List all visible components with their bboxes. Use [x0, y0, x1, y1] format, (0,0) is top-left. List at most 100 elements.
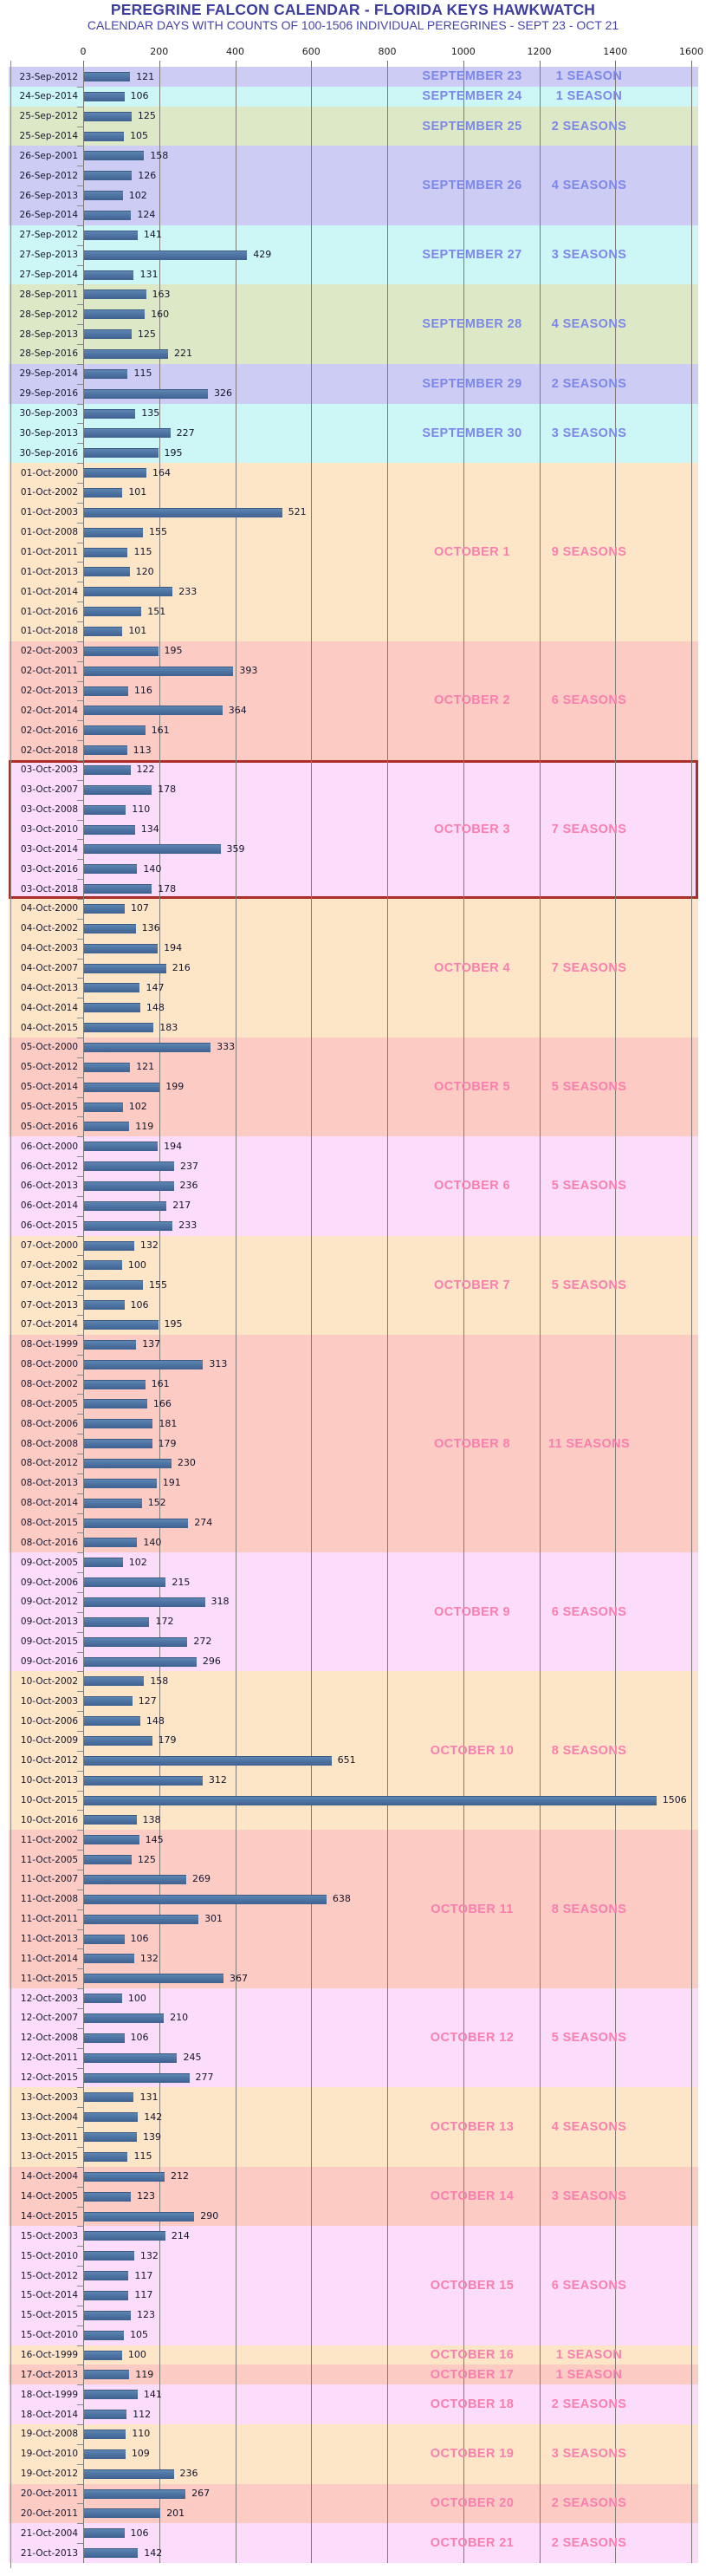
bar-value: 100: [127, 1992, 146, 2004]
gridline: [387, 67, 388, 2563]
axis-tick-label: 0: [80, 46, 87, 57]
row-boundary-tick: [77, 1770, 83, 1772]
row-label: 02-Oct-2014: [20, 705, 78, 716]
bar-value: 115: [133, 368, 152, 380]
bar: [84, 706, 223, 716]
bar: [84, 626, 123, 636]
axis-tick-label: 1200: [527, 46, 552, 57]
bar: [84, 309, 146, 320]
bar: [84, 2310, 131, 2320]
bar-value: 393: [239, 665, 258, 677]
bar: [84, 1042, 211, 1052]
bar: [84, 1300, 125, 1311]
row-label: 12-Oct-2008: [20, 2033, 78, 2044]
bar-value: 212: [171, 2170, 189, 2182]
row-boundary-tick: [77, 2384, 83, 2386]
bar-value: 227: [176, 426, 195, 439]
bar-value: 236: [179, 2468, 198, 2480]
row-label: 30-Sep-2013: [19, 427, 78, 439]
group-date-label: OCTOBER 21: [430, 2536, 515, 2551]
row-boundary-tick: [77, 1691, 83, 1693]
row-label: 01-Oct-2003: [20, 507, 78, 518]
bar-value: 269: [192, 1873, 211, 1885]
row-boundary-tick: [77, 1156, 83, 1158]
bar-value: 155: [149, 526, 167, 538]
bar-value: 151: [147, 605, 166, 617]
bar-value: 142: [144, 2547, 163, 2559]
row-boundary-tick: [77, 720, 83, 722]
row-label: 04-Oct-2002: [20, 923, 78, 934]
row-label: 11-Oct-2002: [20, 1834, 78, 1845]
bar-value: 110: [132, 2428, 151, 2440]
bar-value: 214: [171, 2229, 190, 2241]
axis-tick: [159, 61, 160, 67]
bar: [84, 2508, 161, 2519]
bar: [84, 2390, 138, 2400]
bar: [84, 2370, 130, 2380]
bar: [84, 864, 138, 875]
bar: [84, 2132, 137, 2143]
bar-value: 301: [204, 1913, 223, 1925]
group-date-label: OCTOBER 4: [434, 960, 510, 975]
group-band: [9, 2345, 698, 2365]
row-boundary-tick: [77, 1255, 83, 1257]
group-seasons-label: 7 SEASONS: [551, 960, 627, 975]
row-label: 28-Sep-2011: [19, 289, 78, 300]
row-boundary-tick: [77, 1790, 83, 1792]
row-boundary-tick: [77, 2345, 83, 2346]
group-date-label: SEPTEMBER 26: [422, 179, 522, 193]
row-label: 12-Oct-2011: [20, 2052, 78, 2064]
bar: [84, 2033, 125, 2043]
row-boundary-tick: [77, 1711, 83, 1713]
row-boundary-tick: [77, 2127, 83, 2129]
row-label: 08-Oct-2000: [20, 1359, 78, 1370]
row-boundary-tick: [77, 1314, 83, 1316]
bar-value: 116: [133, 685, 152, 697]
gridline: [83, 67, 84, 2563]
row-boundary-tick: [77, 403, 83, 405]
bar-value: 142: [144, 2111, 163, 2123]
bar: [84, 646, 159, 656]
row-label: 11-Oct-2007: [20, 1874, 78, 1885]
bar: [84, 725, 146, 736]
row-boundary-tick: [77, 1077, 83, 1078]
row-label: 13-Oct-2015: [20, 2151, 78, 2163]
row-boundary-tick: [77, 2285, 83, 2287]
bar: [84, 1636, 188, 1647]
group-seasons-label: 9 SEASONS: [551, 544, 627, 559]
bar: [84, 1538, 138, 1548]
bar: [84, 943, 159, 953]
bar: [84, 487, 123, 498]
bar: [84, 191, 123, 201]
bar: [84, 289, 146, 300]
row-boundary-tick: [77, 2463, 83, 2465]
bar: [84, 844, 221, 855]
bar: [84, 1458, 172, 1468]
row-label: 09-Oct-2005: [20, 1557, 78, 1568]
row-label: 13-Oct-2011: [20, 2131, 78, 2143]
row-boundary-tick: [77, 2146, 83, 2148]
bar: [84, 745, 127, 756]
group-band: [9, 1552, 698, 1672]
row-boundary-tick: [77, 284, 83, 286]
group-seasons-label: 5 SEASONS: [551, 1278, 627, 1292]
bar-value: 166: [152, 1397, 172, 1409]
row-label: 07-Oct-2013: [20, 1299, 78, 1311]
y-axis-line: [10, 61, 11, 2568]
bar: [84, 1280, 143, 1291]
row-label: 26-Sep-2001: [19, 150, 78, 161]
bar-value: 121: [136, 1061, 155, 1073]
row-boundary-tick: [77, 1195, 83, 1197]
bar: [84, 923, 136, 933]
bar-value: 120: [135, 565, 154, 577]
row-label: 10-Oct-2003: [20, 1695, 78, 1707]
row-boundary-tick: [77, 2483, 83, 2485]
row-boundary-tick: [77, 680, 83, 682]
row-boundary-tick: [77, 2107, 83, 2109]
row-label: 01-Oct-2002: [20, 487, 78, 498]
group-seasons-label: 3 SEASONS: [551, 248, 627, 263]
bar-value: 272: [193, 1636, 212, 1648]
bar-value: 274: [194, 1517, 213, 1529]
group-date-label: OCTOBER 14: [430, 2189, 515, 2204]
row-boundary-tick: [77, 2503, 83, 2505]
